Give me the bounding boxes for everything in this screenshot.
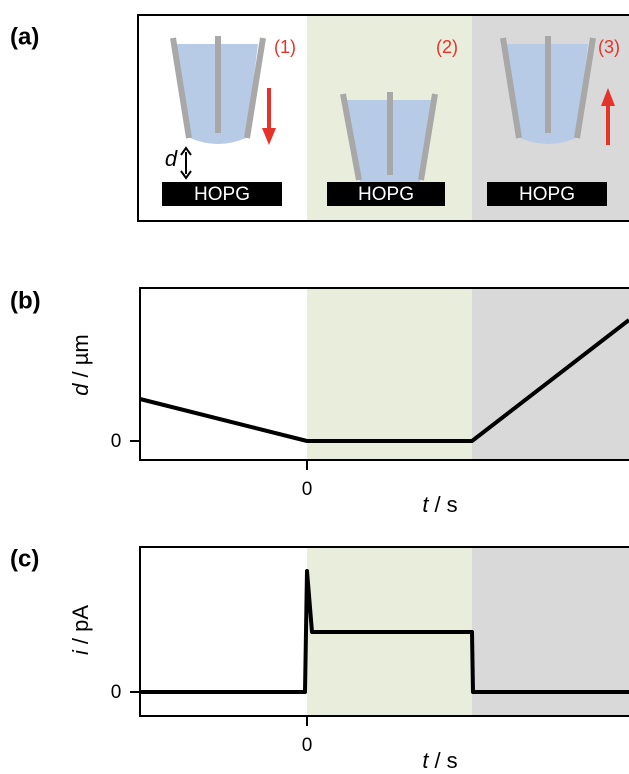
symbol: i: [68, 649, 93, 655]
pipette: [503, 36, 593, 144]
panel-label: (c): [10, 545, 39, 572]
step-label: (2): [436, 37, 458, 57]
x-tick-label: 0: [302, 479, 313, 500]
x-axis-label: t/ s: [422, 748, 457, 773]
step-label: (3): [598, 37, 620, 57]
x-axis-label: t/ s: [422, 492, 457, 517]
pipette: [173, 36, 263, 144]
unit: / s: [434, 492, 457, 517]
substrate-label: HOPG: [519, 184, 575, 205]
stage-3-bg: [472, 288, 629, 460]
distance-arrow: [181, 148, 191, 178]
distance-symbol: d: [165, 146, 178, 171]
symbol: t: [422, 492, 429, 517]
x-tick-label: 0: [302, 735, 313, 756]
unit: / µm: [68, 334, 93, 377]
panel-label: (b): [10, 287, 41, 314]
symbol: d: [68, 383, 93, 396]
unit: / pA: [68, 605, 93, 644]
unit: / s: [434, 748, 457, 773]
y-axis-label: d / µm: [68, 334, 93, 395]
y-tick-label: 0: [111, 431, 122, 452]
figure: (a) (1) (2) (3) d HOPG HOPG: [0, 0, 629, 774]
arrow-down: [262, 88, 276, 145]
step-label: (1): [274, 37, 296, 57]
substrate-label: HOPG: [194, 184, 250, 205]
substrate-label: HOPG: [358, 184, 414, 205]
y-tick-label: 0: [111, 682, 122, 703]
stage-2-bg: [307, 288, 472, 460]
panel-label: (a): [10, 23, 39, 50]
pipette: [343, 92, 435, 182]
y-axis-label: i / pA: [68, 605, 93, 655]
symbol: t: [422, 748, 429, 773]
